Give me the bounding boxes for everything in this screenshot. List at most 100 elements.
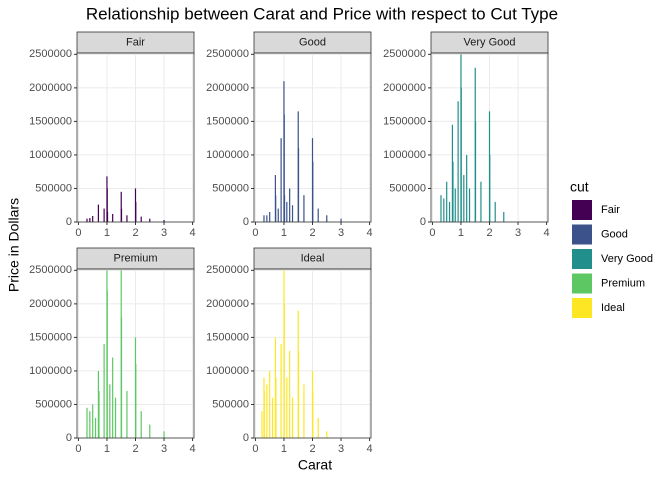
- bar: [263, 391, 265, 438]
- x-tick-label: 0: [252, 443, 258, 455]
- legend-label: Good: [601, 228, 628, 240]
- bar: [120, 191, 122, 222]
- x-tick-label: 2: [132, 227, 138, 239]
- bar: [280, 138, 282, 222]
- x-tick-label: 0: [429, 227, 435, 239]
- y-tick-label: 2000000: [206, 298, 249, 310]
- x-tick-label: 3: [338, 227, 344, 239]
- legend-key: [572, 273, 592, 294]
- bar: [503, 211, 505, 222]
- y-tick-label: 2500000: [29, 264, 72, 276]
- x-tick-label: 2: [309, 443, 315, 455]
- legend-key: [572, 200, 592, 220]
- x-tick-label: 4: [367, 443, 373, 455]
- bar: [317, 208, 319, 222]
- strip-label: Very Good: [464, 36, 516, 48]
- x-tick-label: 0: [75, 227, 81, 239]
- y-tick-label: 1000000: [206, 365, 249, 377]
- x-tick-label: 1: [281, 227, 287, 239]
- bar: [266, 384, 268, 438]
- y-tick-label: 0: [66, 432, 72, 444]
- y-axis-label: Price in Dollars: [6, 198, 22, 292]
- y-tick-label: 1500000: [29, 331, 72, 343]
- bar: [120, 208, 123, 222]
- legend-key: [572, 224, 592, 245]
- bar: [446, 181, 448, 222]
- bar: [289, 188, 291, 222]
- bar: [448, 201, 451, 222]
- bar: [280, 344, 282, 438]
- panel-border: [76, 268, 195, 439]
- x-tick-label: 2: [132, 443, 138, 455]
- bar: [89, 217, 91, 222]
- bar: [452, 161, 454, 222]
- x-tick-label: 0: [252, 227, 258, 239]
- legend-key: [572, 249, 592, 269]
- y-tick-label: 2500000: [383, 48, 426, 60]
- bar: [283, 114, 285, 222]
- bar: [291, 397, 294, 438]
- legend-title: cut: [570, 179, 589, 195]
- bar: [92, 215, 94, 222]
- bar: [340, 218, 342, 222]
- y-tick-label: 1500000: [383, 115, 426, 127]
- bar: [303, 195, 305, 222]
- bar: [261, 411, 263, 438]
- y-tick-label: 0: [66, 216, 72, 228]
- bar: [266, 215, 268, 222]
- x-tick-label: 1: [104, 227, 110, 239]
- bar: [291, 205, 294, 222]
- bar: [317, 417, 319, 438]
- bar: [109, 384, 111, 438]
- x-tick-label: 3: [161, 443, 167, 455]
- strip-label: Premium: [113, 252, 157, 264]
- x-axis-label: Carat: [298, 457, 332, 473]
- x-tick-label: 4: [544, 227, 550, 239]
- bar: [120, 317, 123, 438]
- bar: [275, 195, 277, 222]
- x-tick-label: 3: [161, 227, 167, 239]
- chart-title: Relationship between Carat and Price wit…: [86, 4, 558, 23]
- y-tick-label: 1000000: [29, 365, 72, 377]
- bar: [135, 201, 137, 222]
- bar: [89, 411, 91, 438]
- bar: [466, 154, 468, 222]
- bar: [443, 198, 445, 222]
- bar: [283, 195, 286, 222]
- bar: [114, 397, 117, 438]
- y-tick-label: 2000000: [383, 82, 426, 94]
- bar: [98, 391, 100, 438]
- x-tick-label: 4: [190, 227, 196, 239]
- legend-key: [572, 298, 592, 318]
- bar: [326, 431, 328, 438]
- y-tick-label: 1500000: [29, 115, 72, 127]
- strip-label: Ideal: [301, 252, 325, 264]
- y-tick-label: 500000: [389, 182, 426, 194]
- bar: [286, 377, 288, 438]
- y-tick-label: 2000000: [29, 82, 72, 94]
- bar: [140, 411, 142, 438]
- bar: [489, 154, 491, 222]
- bar: [271, 397, 274, 438]
- bar: [106, 188, 108, 222]
- y-tick-label: 0: [243, 216, 249, 228]
- y-tick-label: 1000000: [383, 149, 426, 161]
- x-tick-label: 3: [515, 227, 521, 239]
- bar: [140, 216, 142, 222]
- y-tick-label: 500000: [35, 182, 72, 194]
- legend-label: Premium: [601, 277, 645, 289]
- y-tick-label: 2500000: [206, 264, 249, 276]
- bar: [263, 215, 265, 222]
- bar: [126, 215, 128, 222]
- bar: [440, 195, 442, 222]
- strip-label: Good: [299, 36, 326, 48]
- bar: [480, 181, 482, 222]
- bar: [312, 161, 314, 222]
- bar: [163, 219, 165, 222]
- y-tick-label: 500000: [212, 182, 249, 194]
- bar: [149, 424, 151, 438]
- y-tick-label: 0: [243, 432, 249, 444]
- bar: [86, 218, 88, 222]
- bar: [92, 404, 94, 438]
